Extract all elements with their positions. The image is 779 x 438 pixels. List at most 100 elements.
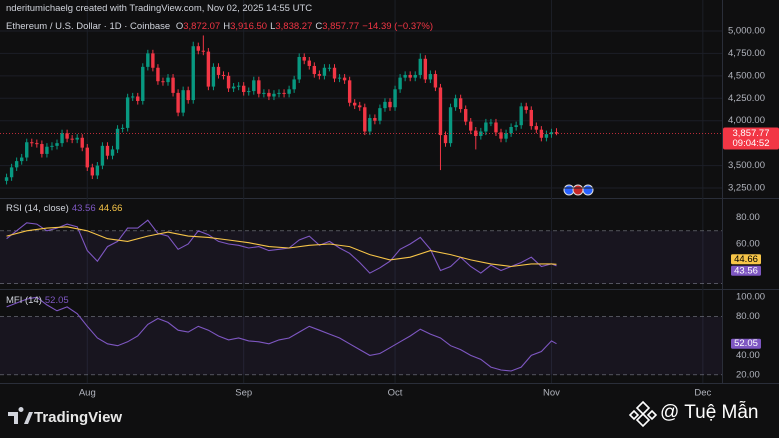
candle-body: [216, 66, 221, 75]
candle-body: [151, 53, 155, 68]
last-value-box: [731, 254, 761, 265]
candle-body: [378, 108, 382, 121]
candle-body: [474, 130, 478, 136]
mfi-title: MFI (14): [6, 295, 42, 306]
candle-body: [423, 58, 428, 80]
rsi-ma-value: 44.66: [98, 203, 123, 214]
candle-body: [262, 92, 266, 94]
candle-body: [388, 101, 392, 108]
candle-body: [403, 74, 407, 78]
candle-body: [282, 92, 286, 94]
y-tick-label: 4,750.00: [728, 48, 765, 59]
credit: nderitumichaelg created with TradingView…: [6, 3, 313, 14]
candle-body: [332, 67, 337, 79]
candle-body: [141, 66, 145, 101]
y-tick-label: 60.00: [736, 239, 760, 250]
candle-body: [247, 91, 251, 93]
candle-body: [241, 85, 246, 92]
level-band: [0, 316, 722, 375]
candle-body: [146, 53, 150, 67]
candle-body: [40, 144, 44, 154]
y-tick-label: 4,500.00: [728, 70, 765, 81]
countdown-label: 09:04:52: [733, 138, 770, 149]
candle-body: [136, 96, 140, 101]
candle-body: [484, 122, 488, 132]
candle-body: [358, 105, 362, 108]
y-tick-label: 20.00: [736, 369, 760, 380]
candle-body: [347, 80, 352, 103]
candle-body: [448, 107, 453, 144]
candle-body: [524, 106, 528, 110]
last-value-box: [731, 265, 761, 276]
candle-body: [196, 46, 200, 51]
candle-body: [519, 106, 523, 126]
ohlc-value: 3,872.07: [183, 21, 221, 32]
candle-body: [544, 134, 549, 138]
candle-body: [45, 146, 49, 154]
candle-body: [352, 102, 357, 106]
candle-body: [398, 77, 402, 90]
candle-body: [267, 92, 271, 97]
candle-body: [191, 46, 195, 101]
mfi-legend: MFI (14) 52.05: [6, 295, 72, 306]
candle-body: [272, 93, 276, 97]
candle-body: [277, 92, 281, 94]
candle-body: [50, 145, 54, 147]
candle-body: [100, 145, 105, 166]
last-value-label: 44.66: [734, 254, 758, 265]
candle-body: [80, 137, 84, 148]
candle-body: [55, 143, 59, 146]
candle-body: [95, 165, 100, 176]
candle-body: [327, 67, 332, 69]
price-legend: Ethereum / U.S. Dollar · 1D · Coinbase O…: [6, 21, 436, 32]
candle-body: [186, 90, 190, 101]
x-tick-label: Sep: [235, 388, 252, 399]
candle-body: [499, 132, 503, 139]
candle-body: [504, 133, 508, 139]
candle-body: [383, 101, 387, 109]
logo-text: TradingView: [34, 409, 122, 426]
candle-body: [125, 97, 130, 128]
indicator-line: [6, 219, 557, 274]
candle-body: [226, 75, 231, 89]
ohlc-value: 3,838.27: [275, 21, 313, 32]
candle-body: [529, 109, 533, 127]
mfi-value: 52.05: [44, 295, 69, 306]
candle-body: [161, 81, 165, 83]
candle-body: [489, 122, 493, 124]
candle-body: [25, 142, 29, 158]
candle-body: [9, 167, 14, 178]
candle-body: [463, 109, 468, 122]
ohlc-key: O: [175, 21, 184, 32]
candle-body: [206, 51, 211, 87]
watermark-icon: [628, 400, 658, 428]
candle-body: [312, 65, 317, 75]
candle-body: [337, 77, 342, 79]
candle-body: [90, 167, 95, 176]
candle-body: [35, 143, 39, 145]
candle-body: [171, 77, 175, 93]
candle-body: [458, 98, 463, 110]
candle-body: [554, 132, 559, 134]
candle-body: [549, 132, 554, 135]
candle-body: [65, 133, 69, 139]
candle-body: [221, 74, 226, 76]
candle-body: [211, 66, 216, 87]
candle-body: [4, 177, 9, 181]
ohlc-value: 3,857.77: [322, 21, 360, 32]
candle-body: [297, 56, 301, 80]
candle-body: [322, 67, 327, 76]
y-tick-label: 3,250.00: [728, 183, 765, 194]
candle-body: [14, 161, 19, 168]
tradingview-logo: TradingView: [8, 407, 122, 426]
x-tick-label: Dec: [694, 388, 711, 399]
last-value-label: 52.05: [734, 338, 758, 349]
rsi-title: RSI (14, close): [6, 203, 69, 214]
x-tick-label: Oct: [388, 388, 403, 399]
candle-body: [443, 135, 448, 144]
candle-body: [534, 126, 539, 130]
level-band: [0, 230, 722, 284]
candle-body: [509, 126, 513, 134]
